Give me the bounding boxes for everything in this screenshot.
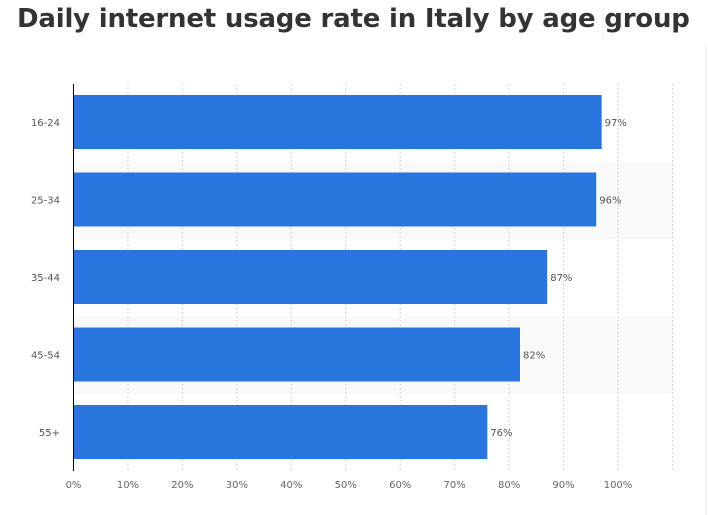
category-label: 25-34 bbox=[31, 196, 60, 207]
category-label: 16-24 bbox=[31, 118, 60, 129]
bar-45-54 bbox=[73, 327, 520, 382]
bar-25-34 bbox=[73, 172, 597, 227]
x-tick-label: 20% bbox=[171, 480, 193, 491]
x-tick-label: 40% bbox=[280, 480, 302, 491]
bar-16-24 bbox=[73, 95, 602, 149]
data-label: 87% bbox=[550, 273, 572, 284]
x-tick-label: 90% bbox=[552, 480, 574, 491]
x-tick-label: 70% bbox=[444, 480, 466, 491]
chart-title: Daily internet usage rate in Italy by ag… bbox=[17, 4, 690, 34]
x-tick-label: 30% bbox=[226, 480, 248, 491]
bar-55+ bbox=[73, 405, 488, 459]
x-tick-label: 60% bbox=[389, 480, 411, 491]
x-tick-label: 0% bbox=[66, 480, 82, 491]
x-tick-label: 50% bbox=[335, 480, 357, 491]
x-tick-label: 100% bbox=[604, 480, 633, 491]
x-tick-label: 80% bbox=[498, 480, 520, 491]
data-label: 97% bbox=[605, 118, 627, 129]
category-label: 55+ bbox=[39, 428, 60, 439]
bar-35-44 bbox=[73, 250, 548, 304]
data-label: 76% bbox=[490, 428, 512, 439]
data-label: 82% bbox=[523, 351, 545, 362]
data-label: 96% bbox=[599, 196, 621, 207]
category-label: 35-44 bbox=[31, 273, 60, 284]
x-tick-label: 10% bbox=[117, 480, 139, 491]
category-label: 45-54 bbox=[31, 351, 60, 362]
